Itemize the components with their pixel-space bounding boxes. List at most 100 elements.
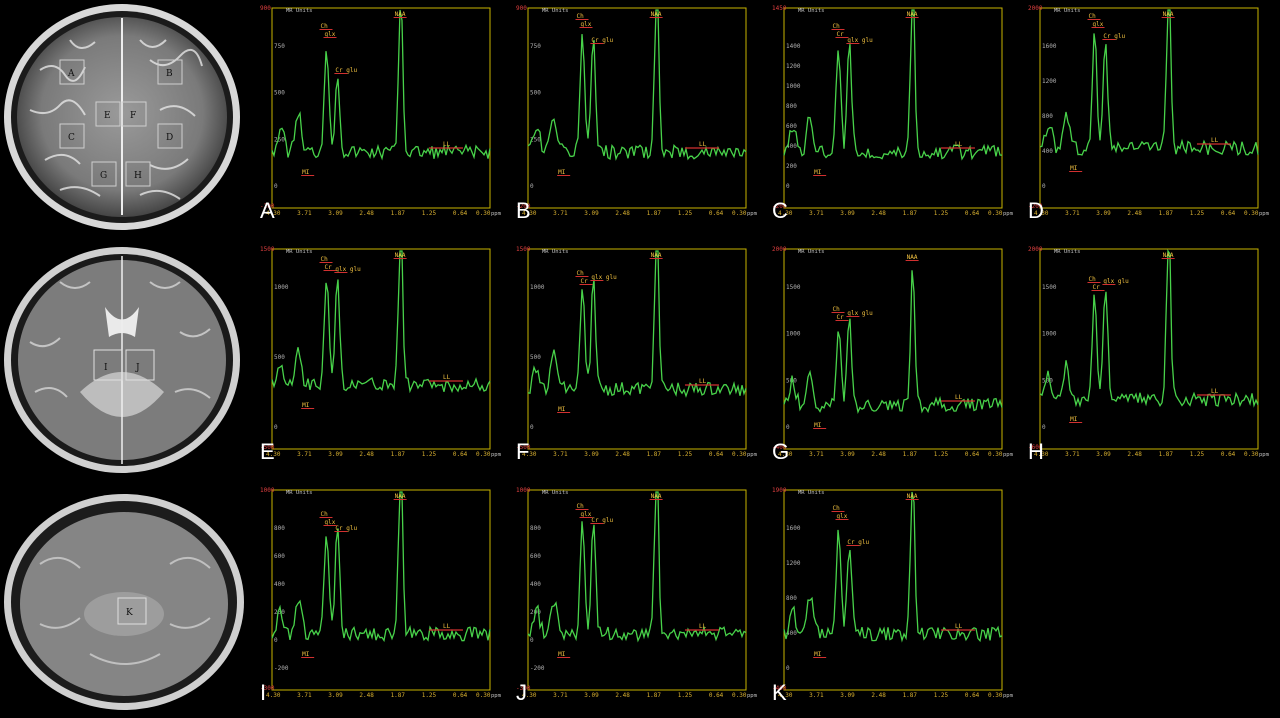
x-unit-label: ppm <box>1003 693 1014 699</box>
x-tick-label: 0.30 <box>476 210 491 217</box>
x-tick-label: 3.71 <box>297 210 312 217</box>
y-tick-label: 750 <box>530 43 541 50</box>
y-tick-label: -200 <box>274 665 289 672</box>
spectrum-panel-c: MR Units 1450 -200 1400 1200 1000 800 600 400 200… <box>772 2 1014 224</box>
svg-text:F: F <box>130 111 136 121</box>
y-tick-label: 500 <box>530 90 541 97</box>
y-tick-label: 1200 <box>786 560 801 567</box>
plot-frame <box>783 248 1003 450</box>
spectrum-plot: MR Units 2000 -600 1500 1000 500 0 4.30 3.71 3.09… <box>1028 246 1270 458</box>
y-min-label: -200 <box>260 203 275 210</box>
x-tick-label: 3.09 <box>584 451 599 458</box>
y-unit-label: MR Units <box>286 490 313 496</box>
ch-label: Ch <box>321 256 329 263</box>
svg-text:B: B <box>166 69 173 79</box>
x-tick-label: 1.25 <box>1190 451 1205 458</box>
spectrum-plot: MR Units 1500 -500 1000 500 0 4.30 3.71 3.09 2.48… <box>516 246 758 458</box>
y-min-label: -500 <box>516 444 531 451</box>
y-max-label: 900 <box>516 5 527 12</box>
glx-label: glx <box>581 511 592 518</box>
y-tick-label: 400 <box>274 581 285 588</box>
y-tick-label: 0 <box>274 637 278 644</box>
mi-label: MI <box>302 402 310 409</box>
x-tick-label: 3.71 <box>1065 451 1080 458</box>
spectrum-trace <box>527 250 747 398</box>
x-tick-label: 1.87 <box>903 692 918 699</box>
y-max-label: 1500 <box>516 246 531 253</box>
spectrum-plot: MR Units 1000 -300 800 600 400 200 0 -200 4.30 3.7… <box>260 487 502 699</box>
plot-frame <box>783 7 1003 209</box>
x-tick-label: 1.25 <box>678 692 693 699</box>
x-tick-label: 0.64 <box>1221 451 1236 458</box>
y-min-label: -400 <box>772 444 787 451</box>
spectrum-trace <box>271 491 491 643</box>
y-tick-label: 600 <box>530 553 541 560</box>
glu-label: Cr glu <box>847 539 869 546</box>
ll-label: LL <box>443 374 451 381</box>
y-tick-label: 200 <box>274 609 285 616</box>
x-tick-label: 3.71 <box>297 692 312 699</box>
x-tick-label: 1.87 <box>903 451 918 458</box>
glx-label: Cr <box>837 314 845 321</box>
svg-text:I: I <box>104 363 108 373</box>
y-tick-label: 0 <box>530 637 534 644</box>
panel-letter: K <box>772 680 787 705</box>
y-min-label: -200 <box>1028 203 1043 210</box>
naa-label: NAA <box>907 11 918 18</box>
y-max-label: 2000 <box>1028 246 1043 253</box>
x-tick-label: 2.48 <box>1127 451 1142 458</box>
y-tick-label: 500 <box>274 354 285 361</box>
spectrum-panel-f: MR Units 1500 -500 1000 500 0 4.30 3.71 3.09 2.48… <box>516 243 758 465</box>
x-tick-label: 3.09 <box>1096 210 1111 217</box>
spectrum-panel-a: MR Units 900 -200 750 500 250 0 4.30 3.71 3.09 2.4… <box>260 2 502 224</box>
y-unit-label: MR Units <box>1054 8 1081 14</box>
y-tick-label: 250 <box>530 136 541 143</box>
x-tick-label: 1.25 <box>422 210 437 217</box>
glu-label: Cr glu <box>1103 33 1125 40</box>
panel-letter: H <box>1028 439 1044 464</box>
ll-label: LL <box>699 623 707 630</box>
y-unit-label: MR Units <box>542 490 569 496</box>
mi-label: MI <box>1070 416 1078 423</box>
x-tick-label: 0.30 <box>988 692 1003 699</box>
spectrum-panel-j: MR Units 1000 -300 800 600 400 200 0 -200 4.30 3.7… <box>516 484 758 706</box>
y-tick-label: 400 <box>1042 148 1053 155</box>
x-tick-label: 4.30 <box>778 692 793 699</box>
y-tick-label: 500 <box>1042 377 1053 384</box>
glx-label: Cr <box>325 264 333 271</box>
spectrum-panel-d: MR Units 2000 -200 1600 1200 800 400 0 4.30 3.71 3… <box>1028 2 1270 224</box>
mi-label: MI <box>302 169 310 176</box>
naa-label: NAA <box>651 11 662 18</box>
panel-letter: C <box>772 198 788 223</box>
y-tick-label: 1200 <box>1042 78 1057 85</box>
plot-frame <box>527 489 747 691</box>
plot-frame <box>527 7 747 209</box>
y-tick-label: 600 <box>786 123 797 130</box>
glx-label: glx <box>581 21 592 28</box>
x-tick-label: 4.30 <box>522 210 537 217</box>
y-tick-label: 1600 <box>1042 43 1057 50</box>
y-unit-label: MR Units <box>798 8 825 14</box>
x-tick-label: 3.09 <box>584 692 599 699</box>
y-max-label: 1000 <box>516 487 531 494</box>
x-unit-label: ppm <box>747 211 758 217</box>
x-tick-label: 3.71 <box>553 692 568 699</box>
ll-label: LL <box>699 378 707 385</box>
y-min-label: -300 <box>516 685 531 692</box>
x-tick-label: 2.48 <box>1127 210 1142 217</box>
spectrum-trace <box>271 9 491 161</box>
y-tick-label: 800 <box>274 525 285 532</box>
x-tick-label: 0.30 <box>732 692 747 699</box>
y-max-label: 1450 <box>772 5 787 12</box>
y-tick-label: 1000 <box>530 284 545 291</box>
x-tick-label: 1.25 <box>1190 210 1205 217</box>
x-tick-label: 2.48 <box>615 692 630 699</box>
y-tick-label: 0 <box>274 183 278 190</box>
y-tick-label: 1200 <box>786 63 801 70</box>
glu-label: glx glu <box>591 274 617 281</box>
y-unit-label: MR Units <box>542 249 569 255</box>
x-tick-label: 4.30 <box>778 451 793 458</box>
x-tick-label: 0.64 <box>709 692 724 699</box>
x-tick-label: 3.09 <box>1096 451 1111 458</box>
